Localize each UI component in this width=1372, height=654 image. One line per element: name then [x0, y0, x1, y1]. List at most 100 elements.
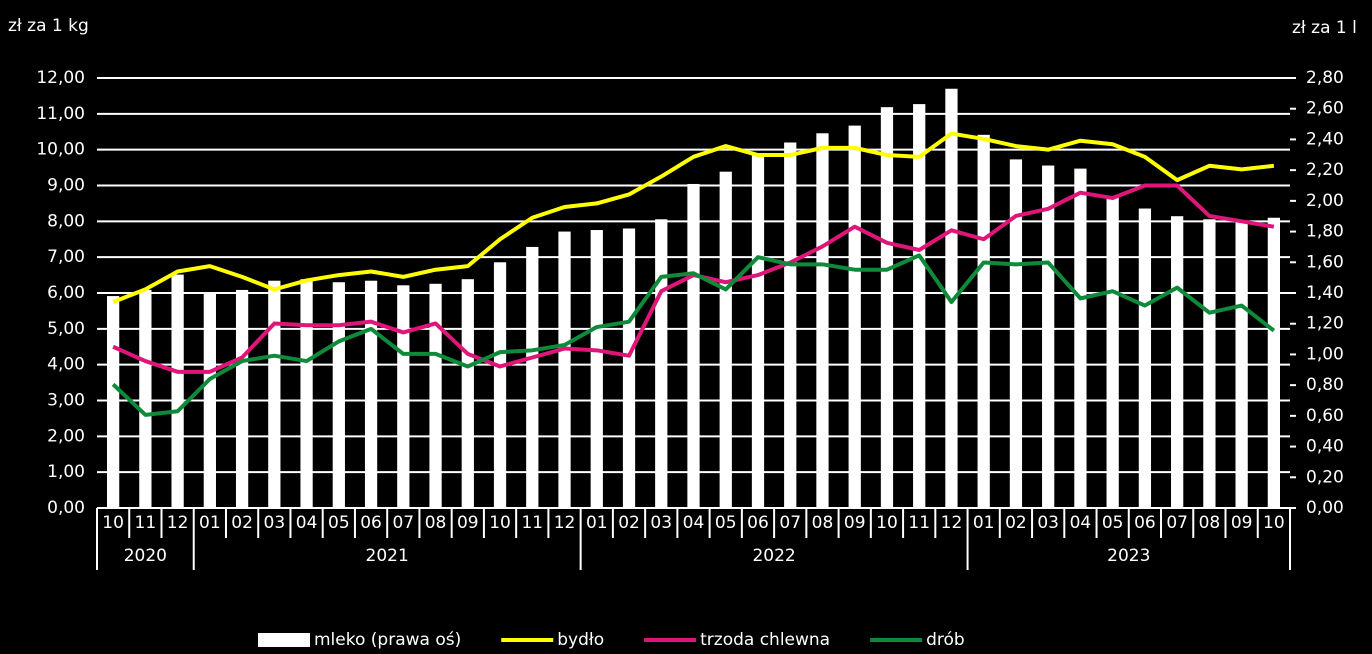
- x-tick-label: 05: [1102, 513, 1124, 533]
- x-tick-label: 06: [1134, 513, 1156, 533]
- bar: [1138, 208, 1152, 509]
- y2-axis-label: zł za 1 l: [1292, 18, 1357, 38]
- y-tick-label: 12,00: [36, 68, 85, 88]
- bar: [655, 219, 668, 509]
- y-tick-label: 8,00: [47, 211, 85, 231]
- y2-tick-label: 1,40: [1306, 283, 1344, 303]
- y2-tick-label: 1,60: [1306, 252, 1344, 272]
- y-tick-label: 3,00: [47, 391, 85, 411]
- x-tick-label: 02: [618, 513, 640, 533]
- bar: [235, 289, 249, 508]
- bar: [687, 183, 700, 508]
- x-tick-label: 11: [908, 513, 930, 533]
- y2-tick-label: 2,20: [1306, 160, 1344, 180]
- bar: [1171, 216, 1184, 508]
- bar: [751, 154, 765, 509]
- y-tick-label: 11,00: [36, 104, 85, 124]
- bar: [1203, 219, 1216, 509]
- x-tick-label: 09: [457, 513, 479, 533]
- bar: [622, 228, 636, 508]
- legend-label: mleko (prawa oś): [314, 630, 461, 650]
- bar: [1009, 159, 1023, 508]
- x-tick-label: 12: [941, 513, 963, 533]
- x-tick-label: 04: [683, 513, 705, 533]
- bar: [816, 133, 829, 509]
- y-tick-label: 7,00: [47, 247, 85, 267]
- x-tick-label: 04: [296, 513, 318, 533]
- y-tick-label: 0,00: [47, 498, 85, 518]
- x-tick-label: 03: [1037, 513, 1059, 533]
- bar: [493, 262, 507, 508]
- x-tick-label: 09: [1231, 513, 1253, 533]
- bar: [590, 230, 603, 509]
- bar: [429, 283, 442, 508]
- bar: [364, 280, 378, 508]
- bar: [106, 296, 120, 508]
- bar: [977, 134, 990, 509]
- x-tick-label: 12: [167, 513, 189, 533]
- legend-label: bydło: [557, 630, 604, 650]
- x-tick-label: 08: [812, 513, 834, 533]
- bar: [1235, 220, 1248, 509]
- bar: [171, 274, 184, 508]
- bar: [913, 104, 926, 508]
- x-tick-label: 01: [973, 513, 995, 533]
- x-tick-label: 10: [876, 513, 898, 533]
- bar: [558, 231, 571, 509]
- x-tick-label: 01: [199, 513, 221, 533]
- x-tick-label: 06: [360, 513, 382, 533]
- x-tick-label: 05: [328, 513, 350, 533]
- x-tick-label: 02: [231, 513, 253, 533]
- y-tick-label: 6,00: [47, 283, 85, 303]
- bar: [139, 289, 152, 508]
- bar: [1042, 165, 1055, 509]
- bar: [719, 171, 732, 508]
- y2-tick-label: 0,60: [1306, 406, 1344, 426]
- legend-label: trzoda chlewna: [700, 630, 830, 650]
- x-tick-label: 10: [489, 513, 511, 533]
- x-tick-label: 11: [521, 513, 543, 533]
- y2-tick-label: 0,20: [1306, 467, 1344, 487]
- x-tick-label: 05: [715, 513, 737, 533]
- bar: [1267, 217, 1281, 508]
- x-tick-label: 10: [1263, 513, 1285, 533]
- x-group-label: 2021: [366, 546, 409, 566]
- x-group-label: 2022: [752, 546, 795, 566]
- bar: [848, 125, 861, 508]
- bar: [268, 280, 281, 508]
- legend-label: drób: [926, 630, 965, 650]
- x-tick-label: 07: [1166, 513, 1188, 533]
- bar: [1074, 168, 1087, 508]
- x-tick-label: 08: [1199, 513, 1221, 533]
- y-tick-label: 4,00: [47, 355, 85, 375]
- y2-tick-label: 1,80: [1306, 222, 1344, 242]
- bar: [880, 107, 894, 508]
- bar: [1106, 196, 1119, 508]
- x-tick-label: 12: [554, 513, 576, 533]
- y2-tick-label: 1,20: [1306, 314, 1344, 334]
- y-tick-label: 2,00: [47, 426, 85, 446]
- y2-tick-label: 2,60: [1306, 99, 1344, 119]
- bar: [461, 279, 474, 508]
- y2-tick-label: 0,40: [1306, 437, 1344, 457]
- x-tick-label: 01: [586, 513, 608, 533]
- y-tick-label: 1,00: [47, 462, 85, 482]
- x-tick-label: 03: [650, 513, 672, 533]
- y-tick-label: 10,00: [36, 140, 85, 160]
- x-tick-label: 02: [1005, 513, 1027, 533]
- bar: [945, 88, 958, 508]
- x-tick-label: 03: [264, 513, 286, 533]
- line-series: [111, 253, 1276, 417]
- bar: [203, 293, 216, 508]
- y-tick-label: 5,00: [47, 319, 85, 339]
- x-group-label: 2023: [1107, 546, 1150, 566]
- bar: [526, 246, 539, 508]
- x-group-label: 2020: [124, 546, 167, 566]
- bar: [332, 282, 345, 508]
- x-tick-label: 04: [1070, 513, 1092, 533]
- x-tick-label: 06: [747, 513, 769, 533]
- y2-tick-label: 2,00: [1306, 191, 1344, 211]
- x-tick-label: 07: [779, 513, 801, 533]
- legend-swatch: [258, 633, 310, 647]
